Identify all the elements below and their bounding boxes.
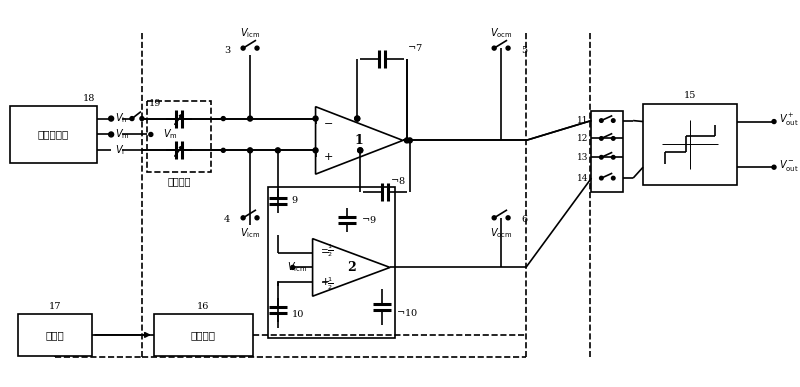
Circle shape (599, 119, 603, 122)
Circle shape (130, 116, 134, 121)
Circle shape (772, 165, 776, 169)
Circle shape (255, 46, 259, 50)
Bar (147, 101, 211, 172)
Bar (643, 104, 738, 185)
Circle shape (599, 176, 603, 180)
Circle shape (492, 216, 496, 220)
Circle shape (109, 132, 114, 137)
Circle shape (404, 138, 410, 143)
Text: 1: 1 (355, 134, 363, 147)
Text: 6: 6 (521, 215, 527, 224)
Circle shape (222, 148, 226, 152)
Text: 13: 13 (577, 153, 589, 162)
Text: $V_\mathrm{icm}$: $V_\mathrm{icm}$ (240, 226, 260, 240)
Text: $V_\mathrm{out}^+$: $V_\mathrm{out}^+$ (779, 111, 798, 128)
Circle shape (407, 138, 412, 143)
Text: $-\frac{1}{2}$: $-\frac{1}{2}$ (320, 276, 334, 292)
Text: $\neg$9: $\neg$9 (362, 214, 377, 225)
Circle shape (255, 216, 259, 220)
Bar (18, 314, 92, 356)
Circle shape (599, 137, 603, 140)
Bar (268, 187, 395, 338)
Text: $V_\mathrm{out}^-$: $V_\mathrm{out}^-$ (779, 158, 798, 173)
Circle shape (149, 132, 153, 137)
Circle shape (611, 137, 615, 140)
Circle shape (354, 116, 360, 121)
Text: $\neg$8: $\neg$8 (390, 175, 406, 186)
Circle shape (241, 216, 245, 220)
Text: 数字电路: 数字电路 (191, 330, 216, 340)
Text: −: − (321, 248, 330, 258)
Text: $V_\mathrm{ocm}$: $V_\mathrm{ocm}$ (490, 26, 513, 40)
Circle shape (109, 116, 114, 121)
Circle shape (506, 216, 510, 220)
Text: +: + (324, 152, 333, 162)
Circle shape (358, 148, 362, 153)
Circle shape (313, 116, 318, 121)
Text: 4: 4 (224, 215, 230, 224)
Circle shape (140, 116, 144, 121)
Text: $\neg$7: $\neg$7 (407, 42, 422, 53)
Circle shape (506, 46, 510, 50)
Text: 17: 17 (49, 301, 62, 311)
Text: +: + (321, 277, 330, 287)
Circle shape (247, 116, 253, 121)
Text: $V_\mathrm{icm}$: $V_\mathrm{icm}$ (287, 260, 308, 274)
Text: $V_\mathrm{h}$: $V_\mathrm{h}$ (115, 112, 127, 125)
Text: 10: 10 (292, 310, 304, 319)
Text: $\neg$10: $\neg$10 (396, 307, 418, 318)
Bar (154, 314, 253, 356)
Text: $V_\mathrm{m}$: $V_\mathrm{m}$ (115, 128, 130, 141)
Text: 2: 2 (347, 261, 356, 274)
Circle shape (241, 46, 245, 50)
Circle shape (275, 148, 280, 153)
Circle shape (611, 119, 615, 122)
Text: 11: 11 (577, 116, 589, 125)
Text: $V_\mathrm{m}$: $V_\mathrm{m}$ (162, 128, 178, 141)
Text: 待测电容: 待测电容 (167, 176, 191, 186)
Circle shape (492, 46, 496, 50)
Text: 9: 9 (292, 197, 298, 205)
Text: −: − (324, 118, 333, 128)
Text: $V_\mathrm{l}$: $V_\mathrm{l}$ (115, 144, 125, 157)
Circle shape (354, 116, 360, 121)
Text: 12: 12 (577, 134, 589, 143)
Text: $-\frac{1}{2}$: $-\frac{1}{2}$ (320, 243, 334, 259)
Bar (591, 111, 623, 192)
Bar (10, 106, 98, 163)
Text: 振荡器: 振荡器 (46, 330, 65, 340)
Circle shape (313, 148, 318, 153)
Circle shape (611, 156, 615, 159)
Text: 电压基准源: 电压基准源 (38, 130, 70, 139)
Text: $V_\mathrm{icm}$: $V_\mathrm{icm}$ (240, 26, 260, 40)
Circle shape (611, 176, 615, 180)
Text: 16: 16 (198, 301, 210, 311)
Text: 14: 14 (577, 174, 589, 183)
Circle shape (358, 148, 362, 153)
Circle shape (222, 116, 226, 121)
Text: $V_\mathrm{ocm}$: $V_\mathrm{ocm}$ (490, 226, 513, 240)
Circle shape (772, 120, 776, 123)
Text: 19: 19 (149, 99, 161, 108)
Circle shape (599, 156, 603, 159)
Text: 5: 5 (521, 46, 527, 55)
Text: 18: 18 (83, 94, 95, 103)
Text: 3: 3 (224, 46, 230, 55)
Circle shape (247, 148, 253, 153)
Circle shape (290, 265, 294, 269)
Text: 15: 15 (684, 91, 696, 100)
